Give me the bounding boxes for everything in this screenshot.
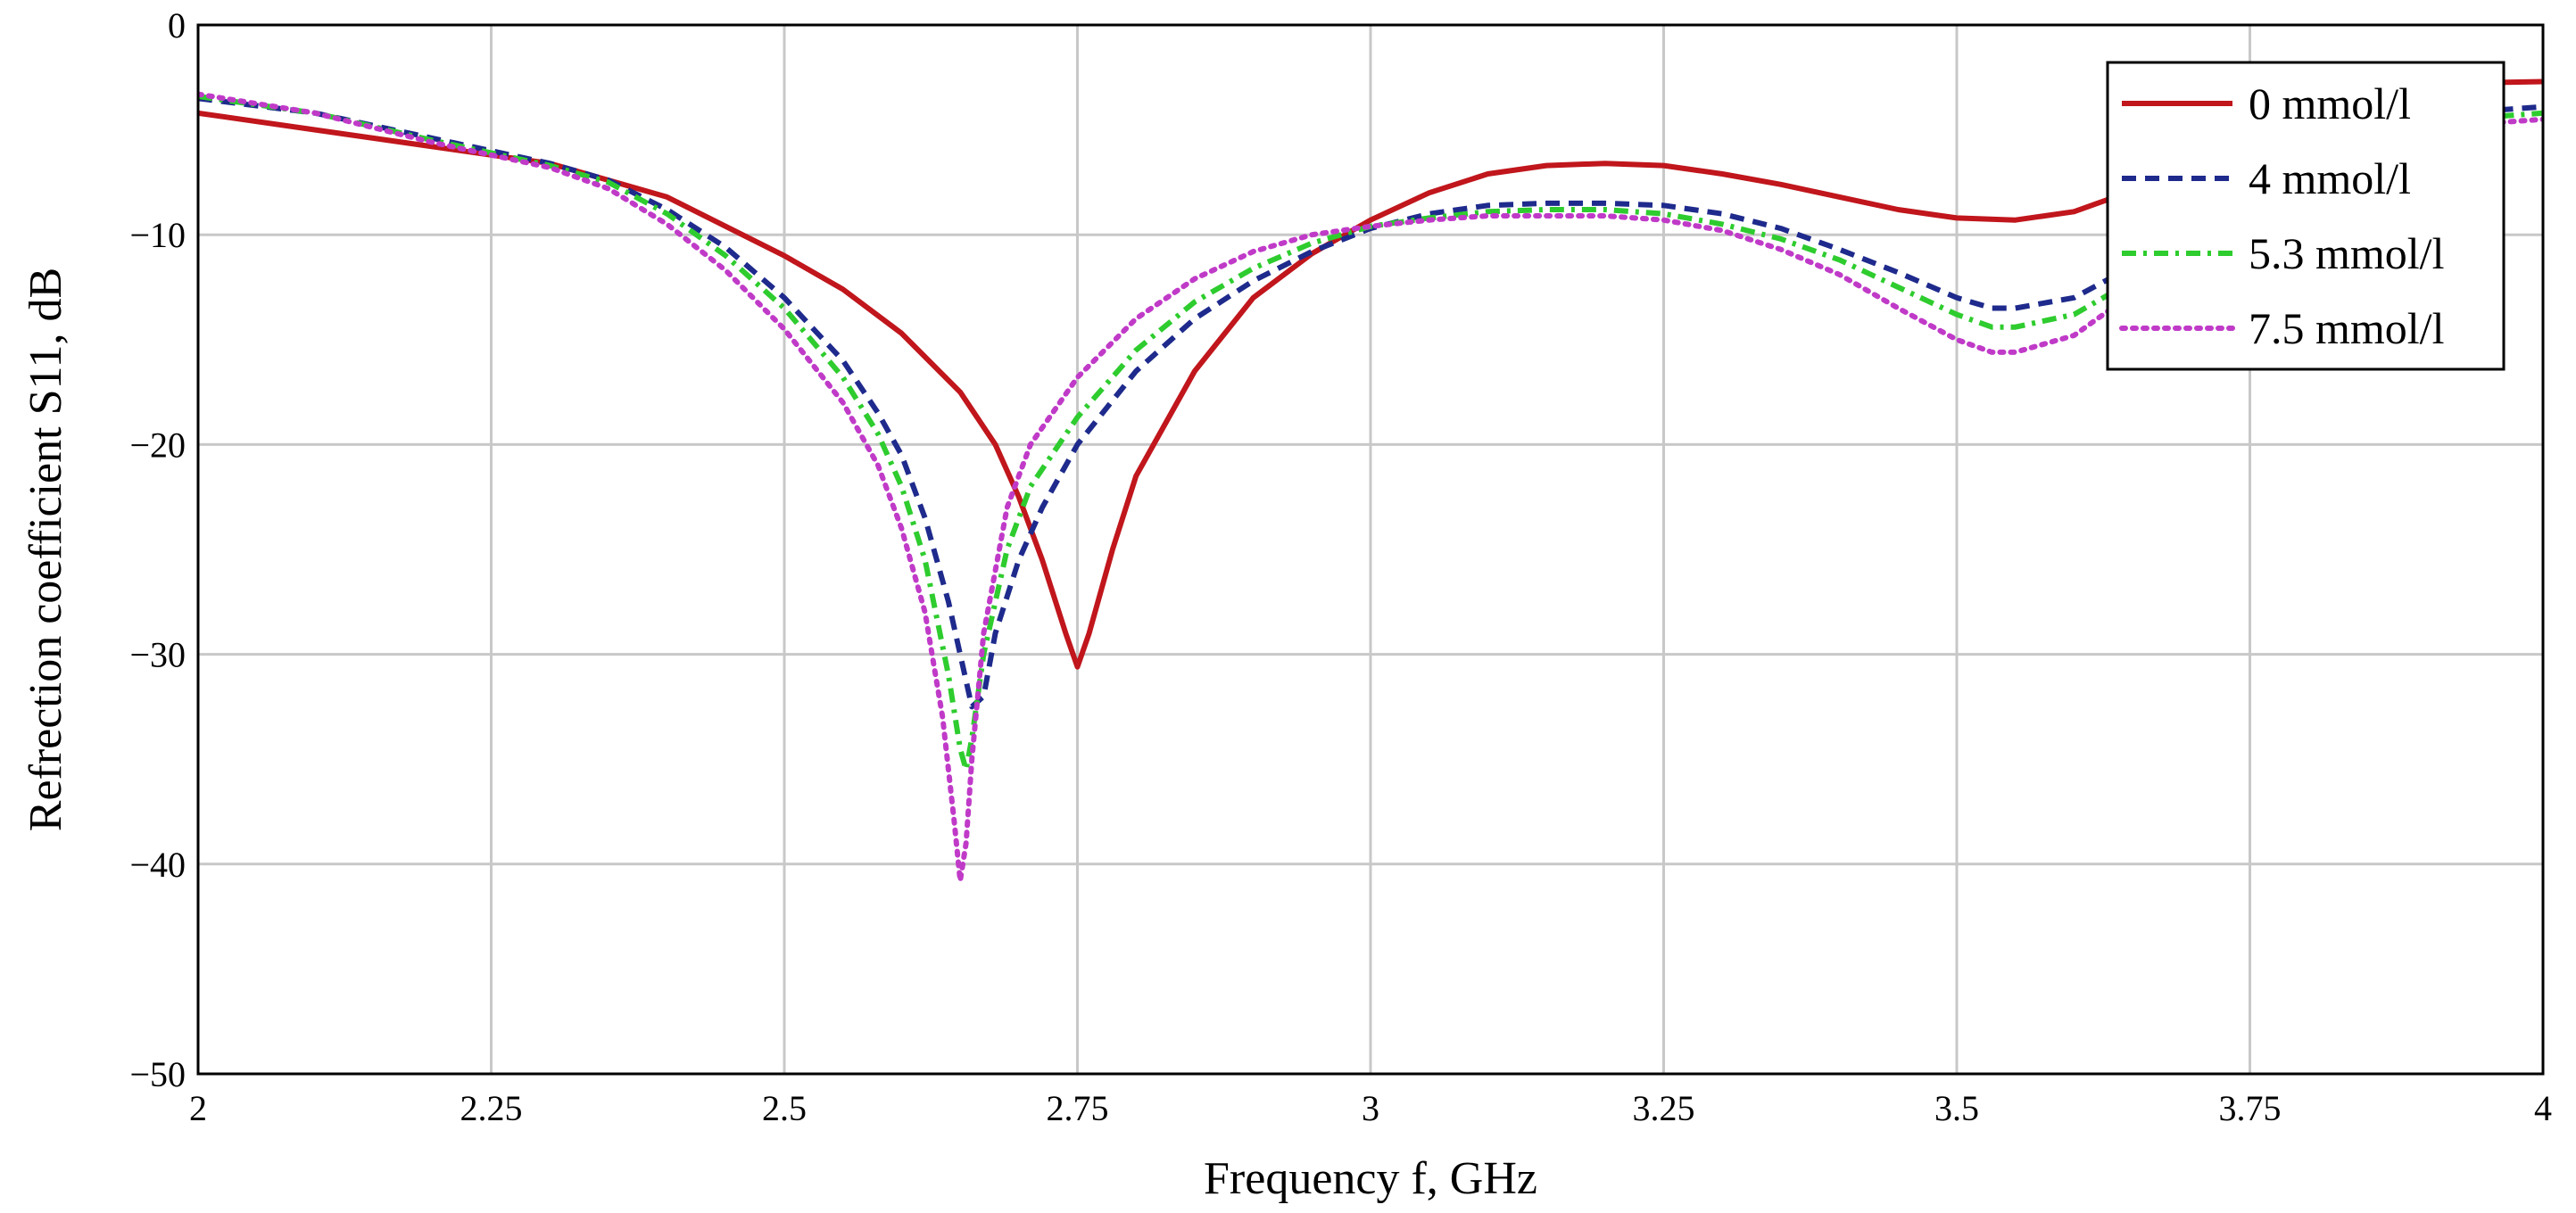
y-tick-label: −30 bbox=[129, 635, 186, 675]
series-line-1 bbox=[198, 95, 2543, 710]
x-tick-label: 3.75 bbox=[2219, 1088, 2282, 1128]
x-tick-label: 3.5 bbox=[1934, 1088, 1979, 1128]
legend-box bbox=[2106, 61, 2506, 371]
x-tick-label: 3 bbox=[1362, 1088, 1379, 1128]
x-tick-labels: 2 2.25 2.5 2.75 3 3.25 3.5 3.75 4 bbox=[189, 1088, 2552, 1128]
grid bbox=[198, 25, 2543, 1074]
series-line-3 bbox=[198, 91, 2543, 884]
x-tick-label: 4 bbox=[2534, 1088, 2552, 1128]
y-tick-label: −40 bbox=[129, 845, 186, 885]
x-tick-label: 3.25 bbox=[1633, 1088, 1695, 1128]
y-axis-title: Refrection coefficient S11, dB bbox=[21, 268, 71, 831]
legend-label-2: 5.3 mmol/l bbox=[2249, 228, 2444, 278]
y-tick-label: 0 bbox=[168, 5, 186, 45]
legend-label-1: 4 mmol/l bbox=[2249, 153, 2411, 203]
x-tick-label: 2.75 bbox=[1047, 1088, 1109, 1128]
series-line-0 bbox=[198, 78, 2543, 670]
legend: 0 mmol/l 4 mmol/l 5.3 mmol/l 7.5 mmol/l bbox=[2106, 61, 2506, 371]
series-line-2 bbox=[198, 94, 2543, 772]
legend-label-0: 0 mmol/l bbox=[2249, 78, 2411, 128]
x-tick-label: 2.5 bbox=[762, 1088, 807, 1128]
series-layer bbox=[198, 78, 2543, 884]
y-tick-label: −20 bbox=[129, 425, 186, 465]
plot-frame bbox=[196, 23, 2545, 1076]
y-tick-labels: 0 −10 −20 −30 −40 −50 bbox=[129, 5, 186, 1094]
x-tick-label: 2.25 bbox=[460, 1088, 523, 1128]
x-axis-title: Frequency f, GHz bbox=[1204, 1153, 1537, 1204]
y-tick-label: −10 bbox=[129, 215, 186, 255]
x-tick-label: 2 bbox=[189, 1088, 207, 1128]
y-tick-label: −50 bbox=[129, 1054, 186, 1094]
legend-label-3: 7.5 mmol/l bbox=[2249, 303, 2444, 353]
